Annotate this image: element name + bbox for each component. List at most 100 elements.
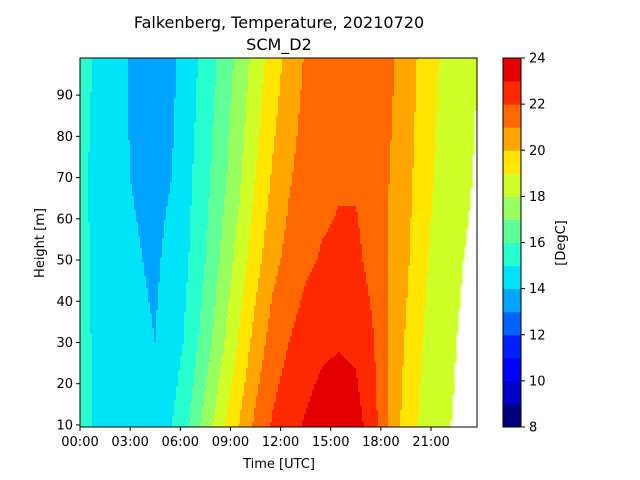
contour-cell bbox=[426, 288, 461, 291]
contour-cell bbox=[288, 202, 389, 205]
contour-cell bbox=[376, 392, 389, 395]
contour-cell bbox=[424, 328, 459, 331]
contour-cell bbox=[264, 352, 287, 355]
contour-cell bbox=[402, 396, 421, 399]
contour-cell bbox=[388, 276, 409, 279]
contour-cell bbox=[238, 220, 253, 223]
contour-cell bbox=[80, 102, 91, 105]
contour-cell bbox=[360, 228, 389, 231]
contour-cell bbox=[422, 350, 457, 353]
contour-cell bbox=[198, 64, 217, 67]
contour-cell bbox=[80, 96, 91, 99]
x-tick-label: 18:00 bbox=[362, 435, 399, 450]
contour-cell bbox=[278, 270, 313, 273]
contour-cell bbox=[388, 396, 403, 399]
contour-cell bbox=[290, 196, 389, 199]
contour-cell bbox=[230, 124, 245, 127]
contour-cell bbox=[80, 148, 91, 151]
contour-cell bbox=[370, 296, 389, 299]
contour-cell bbox=[150, 306, 159, 309]
contour-cell bbox=[364, 424, 379, 427]
contour-cell bbox=[172, 158, 195, 161]
contour-cell bbox=[80, 302, 91, 305]
contour-cell bbox=[288, 200, 389, 203]
chart-title: Falkenberg, Temperature, 20210720 bbox=[134, 13, 424, 32]
contour-cell bbox=[236, 224, 251, 227]
contour-cell bbox=[180, 358, 197, 361]
contour-cell bbox=[254, 414, 273, 417]
contour-cell bbox=[150, 310, 157, 313]
contour-cell bbox=[254, 420, 273, 423]
contour-cell bbox=[152, 320, 157, 323]
contour-cell bbox=[392, 120, 415, 123]
contour-cell bbox=[254, 188, 271, 191]
contour-cell bbox=[90, 328, 155, 331]
contour-cell bbox=[360, 394, 377, 397]
contour-cell bbox=[372, 314, 389, 317]
contour-cell bbox=[388, 302, 407, 305]
contour-cell bbox=[244, 148, 259, 151]
contour-cell bbox=[232, 278, 245, 281]
contour-cell bbox=[262, 106, 279, 109]
contour-cell bbox=[262, 96, 279, 99]
contour-cell bbox=[432, 204, 471, 207]
contour-cell bbox=[390, 152, 415, 155]
contour-cell bbox=[162, 238, 191, 241]
contour-cell bbox=[176, 86, 197, 89]
contour-cell bbox=[252, 208, 269, 211]
contour-cell bbox=[202, 290, 217, 293]
contour-cell bbox=[394, 84, 417, 87]
contour-cell bbox=[280, 92, 301, 95]
contour-cell bbox=[368, 290, 389, 293]
contour-cell bbox=[298, 130, 393, 133]
contour-cell bbox=[232, 262, 247, 265]
contour-cell bbox=[428, 260, 463, 263]
contour-cell bbox=[174, 122, 195, 125]
contour-cell bbox=[198, 348, 211, 351]
contour-cell bbox=[302, 72, 395, 75]
contour-cell bbox=[208, 214, 225, 217]
contour-cell bbox=[228, 406, 243, 409]
contour-cell bbox=[216, 304, 229, 307]
contour-cell bbox=[188, 254, 207, 257]
contour-cell bbox=[152, 326, 157, 329]
contour-cell bbox=[80, 356, 93, 359]
contour-cell bbox=[394, 60, 417, 63]
contour-cell bbox=[90, 134, 129, 137]
contour-cell bbox=[432, 192, 471, 195]
contour-cell bbox=[214, 112, 231, 115]
contour-cell bbox=[322, 240, 361, 243]
contour-cell bbox=[198, 350, 211, 353]
contour-cell bbox=[178, 382, 195, 385]
contour-cell bbox=[172, 152, 195, 155]
contour-cell bbox=[142, 260, 161, 263]
x-tick-label: 09:00 bbox=[212, 435, 249, 450]
contour-cell bbox=[390, 168, 413, 171]
contour-cell bbox=[80, 384, 93, 387]
contour-cell bbox=[80, 414, 93, 417]
contour-cell bbox=[230, 126, 245, 129]
contour-cell bbox=[250, 222, 267, 225]
contour-cell bbox=[286, 352, 339, 355]
contour-cell bbox=[242, 310, 255, 313]
contour-cell bbox=[304, 288, 369, 291]
colorbar-tick-label: 8 bbox=[529, 421, 537, 436]
contour-cell bbox=[438, 80, 477, 83]
contour-cell bbox=[90, 302, 151, 305]
contour-cell bbox=[142, 254, 163, 257]
contour-cell bbox=[376, 374, 389, 377]
contour-cell bbox=[388, 282, 409, 285]
contour-cell bbox=[364, 268, 389, 271]
contour-cell bbox=[128, 102, 175, 105]
contour-cell bbox=[260, 270, 279, 273]
contour-cell bbox=[248, 244, 265, 247]
contour-cell bbox=[220, 248, 235, 251]
contour-cell bbox=[402, 384, 421, 387]
contour-cell bbox=[246, 370, 263, 373]
contour-cell bbox=[142, 258, 161, 261]
contour-cell bbox=[232, 264, 247, 267]
contour-cell bbox=[388, 254, 411, 257]
contour-cell bbox=[316, 262, 365, 265]
contour-cell bbox=[264, 242, 285, 245]
contour-cell bbox=[392, 116, 415, 119]
